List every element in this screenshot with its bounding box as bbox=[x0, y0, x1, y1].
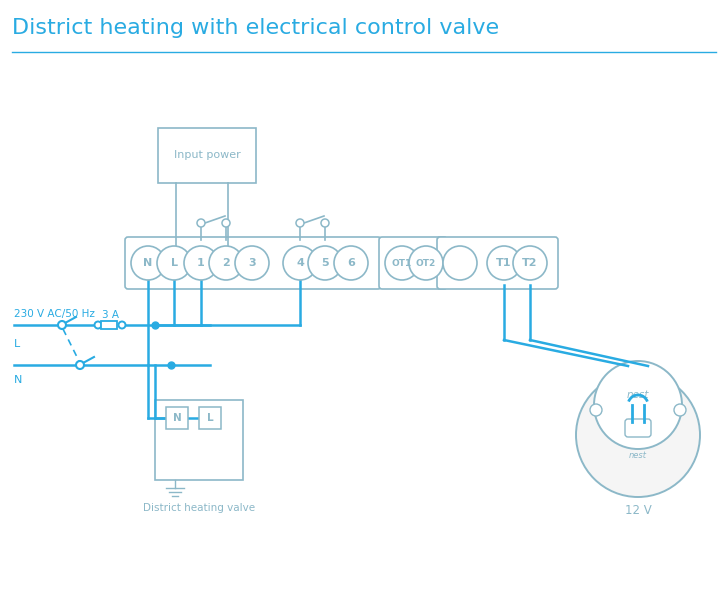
Circle shape bbox=[487, 246, 521, 280]
Text: T2: T2 bbox=[522, 258, 538, 268]
FancyBboxPatch shape bbox=[379, 237, 447, 289]
Text: 12 V: 12 V bbox=[625, 504, 652, 517]
Circle shape bbox=[58, 321, 66, 329]
Text: 4: 4 bbox=[296, 258, 304, 268]
Text: L: L bbox=[170, 258, 178, 268]
FancyBboxPatch shape bbox=[125, 237, 381, 289]
Circle shape bbox=[95, 321, 101, 328]
FancyBboxPatch shape bbox=[101, 321, 117, 329]
FancyBboxPatch shape bbox=[166, 407, 188, 429]
Text: N: N bbox=[14, 375, 23, 385]
Circle shape bbox=[283, 246, 317, 280]
Circle shape bbox=[576, 373, 700, 497]
Text: District heating valve: District heating valve bbox=[143, 503, 255, 513]
Text: nest: nest bbox=[627, 390, 649, 400]
Text: N: N bbox=[143, 258, 153, 268]
Text: 5: 5 bbox=[321, 258, 329, 268]
FancyBboxPatch shape bbox=[155, 400, 243, 480]
Circle shape bbox=[157, 246, 191, 280]
Text: L: L bbox=[207, 413, 213, 423]
Text: nest: nest bbox=[629, 451, 647, 460]
Text: District heating with electrical control valve: District heating with electrical control… bbox=[12, 18, 499, 38]
FancyBboxPatch shape bbox=[199, 407, 221, 429]
Circle shape bbox=[184, 246, 218, 280]
Circle shape bbox=[590, 404, 602, 416]
Circle shape bbox=[334, 246, 368, 280]
Text: T1: T1 bbox=[496, 258, 512, 268]
Text: N: N bbox=[173, 413, 181, 423]
Circle shape bbox=[76, 361, 84, 369]
Circle shape bbox=[209, 246, 243, 280]
Text: L: L bbox=[14, 339, 20, 349]
Circle shape bbox=[308, 246, 342, 280]
Circle shape bbox=[131, 246, 165, 280]
FancyBboxPatch shape bbox=[625, 419, 651, 437]
Circle shape bbox=[197, 219, 205, 227]
Circle shape bbox=[119, 321, 125, 328]
Text: 6: 6 bbox=[347, 258, 355, 268]
Circle shape bbox=[222, 219, 230, 227]
Circle shape bbox=[296, 219, 304, 227]
Text: 2: 2 bbox=[222, 258, 230, 268]
Circle shape bbox=[594, 361, 682, 449]
Text: 1: 1 bbox=[197, 258, 205, 268]
Circle shape bbox=[235, 246, 269, 280]
Text: Input power: Input power bbox=[173, 150, 240, 160]
Text: 230 V AC/50 Hz: 230 V AC/50 Hz bbox=[14, 309, 95, 319]
FancyBboxPatch shape bbox=[437, 237, 558, 289]
Text: 3: 3 bbox=[248, 258, 256, 268]
Circle shape bbox=[513, 246, 547, 280]
Circle shape bbox=[674, 404, 686, 416]
Circle shape bbox=[385, 246, 419, 280]
Text: OT1: OT1 bbox=[392, 258, 412, 267]
FancyBboxPatch shape bbox=[158, 128, 256, 183]
Circle shape bbox=[321, 219, 329, 227]
Circle shape bbox=[443, 246, 477, 280]
Circle shape bbox=[409, 246, 443, 280]
Text: 3 A: 3 A bbox=[101, 310, 119, 320]
Text: OT2: OT2 bbox=[416, 258, 436, 267]
